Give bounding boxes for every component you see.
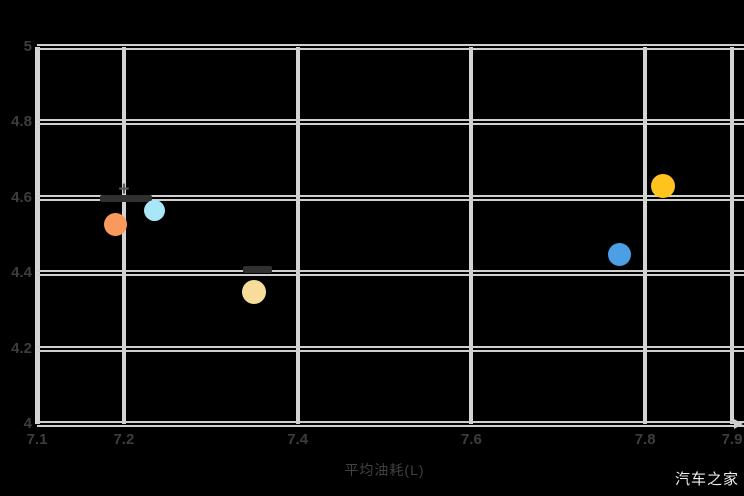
x-tick-label: 7.4 <box>287 431 309 448</box>
scatter-point-orange[interactable] <box>103 212 127 236</box>
v-gridline <box>121 47 126 424</box>
v-gridline <box>730 47 734 424</box>
x-axis-line <box>37 421 744 427</box>
v-gridline <box>295 47 300 424</box>
y-axis-line <box>34 47 40 424</box>
illegible-annotation <box>99 194 152 202</box>
y-tick-label: 4 <box>23 415 32 432</box>
scatter-point-blue[interactable] <box>607 242 631 266</box>
scatter-point-light-blue[interactable] <box>143 200 165 222</box>
scatter-point-cream[interactable] <box>242 280 267 305</box>
illegible-annotation <box>242 266 272 274</box>
h-gridline <box>37 270 744 277</box>
y-tick-label: 4.2 <box>11 339 32 357</box>
y-tick-label: 5 <box>23 38 32 55</box>
x-tick-label: 7.1 <box>26 431 48 448</box>
y-tick-label: 4.8 <box>11 113 32 131</box>
v-gridline <box>643 47 648 424</box>
watermark-text: 汽车之家 <box>674 471 739 488</box>
x-tick-label: 7.6 <box>460 431 482 448</box>
x-axis-arrow-icon <box>734 419 743 429</box>
h-gridline <box>37 194 744 201</box>
h-gridline <box>37 119 744 126</box>
y-tick-label: 4.4 <box>11 264 32 282</box>
x-tick-label: 7.9 <box>721 431 743 448</box>
plus-marker[interactable]: + <box>118 179 130 201</box>
scatter-point-gold[interactable] <box>650 174 675 199</box>
y-tick-label: 4.6 <box>11 188 32 206</box>
h-gridline <box>37 44 744 50</box>
x-tick-label: 7.2 <box>113 431 135 448</box>
h-gridline <box>37 345 744 352</box>
v-gridline <box>469 47 474 424</box>
x-axis-title: 平均油耗(L) <box>344 462 425 478</box>
x-tick-label: 7.8 <box>634 431 656 448</box>
